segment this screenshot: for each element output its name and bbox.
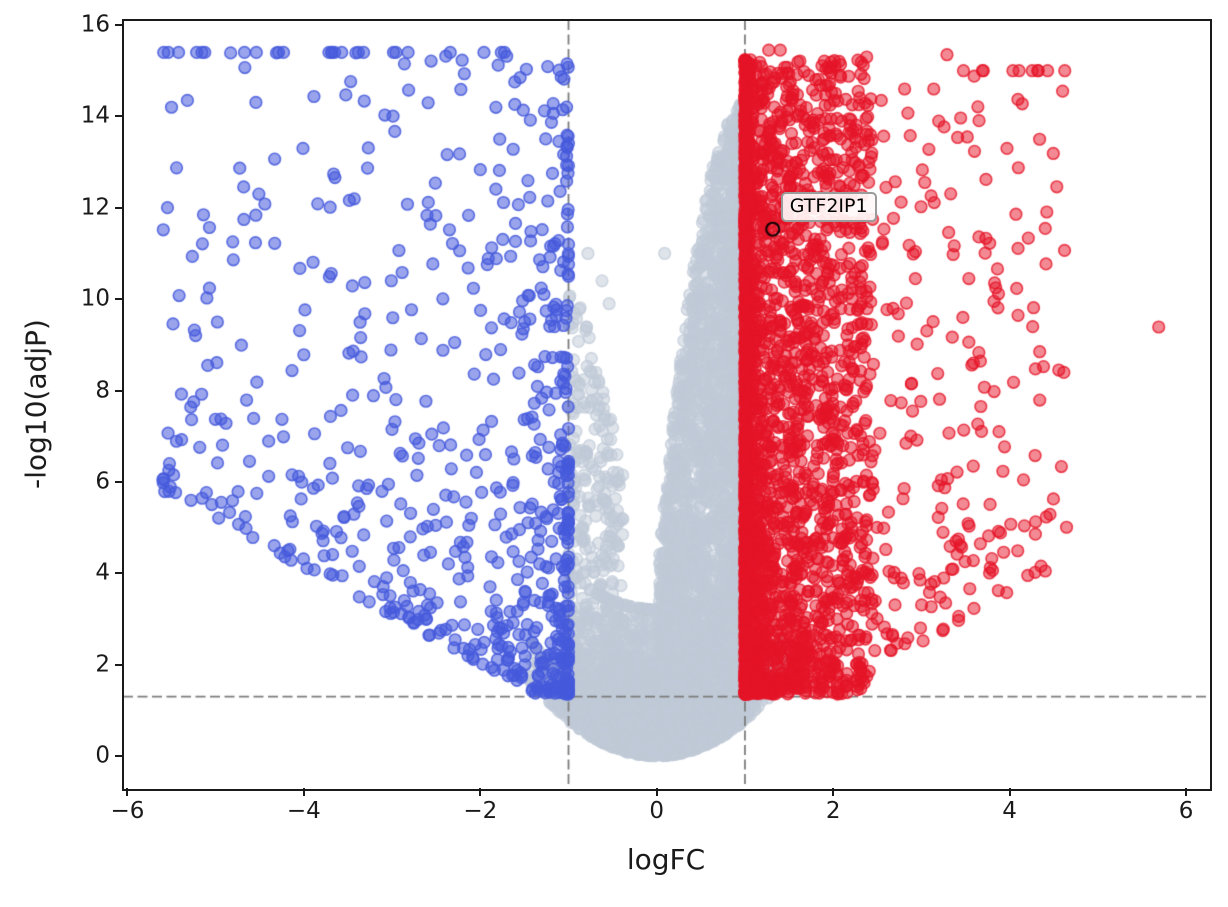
y-tick-mark: [115, 572, 123, 575]
gene-annotation-label: GTF2IP1: [780, 192, 877, 223]
x-tick-label: −4: [286, 798, 321, 824]
y-tick-label: 14: [80, 102, 110, 129]
y-tick-label: 10: [80, 285, 110, 312]
y-tick-mark: [115, 24, 123, 27]
y-tick-mark: [115, 206, 123, 209]
y-tick-mark: [115, 480, 123, 483]
y-tick-mark: [115, 755, 123, 758]
x-tick-mark: [302, 788, 305, 796]
y-tick-label: 16: [80, 11, 110, 38]
y-tick-label: 4: [95, 559, 110, 586]
y-tick-label: 8: [95, 377, 110, 404]
x-tick-mark: [1008, 788, 1011, 796]
y-tick-label: 2: [95, 651, 110, 678]
y-tick-label: 0: [95, 742, 110, 769]
x-tick-label: 6: [1178, 798, 1194, 824]
x-tick-mark: [1185, 788, 1188, 796]
x-tick-label: −6: [110, 798, 145, 824]
y-tick-mark: [115, 389, 123, 392]
y-tick-mark: [115, 115, 123, 118]
x-tick-mark: [479, 788, 482, 796]
x-tick-mark: [126, 788, 129, 796]
x-tick-label: 0: [649, 798, 665, 824]
x-tick-label: −2: [463, 798, 498, 824]
y-tick-mark: [115, 298, 123, 301]
x-axis-label: logFC: [626, 843, 706, 876]
x-tick-mark: [655, 788, 658, 796]
y-tick-label: 12: [80, 194, 110, 221]
x-tick-label: 2: [825, 798, 841, 824]
y-axis-label: -log10(adjP): [19, 319, 53, 489]
y-tick-mark: [115, 663, 123, 666]
y-tick-label: 6: [95, 468, 110, 495]
x-tick-mark: [832, 788, 835, 796]
x-tick-label: 4: [1002, 798, 1017, 824]
